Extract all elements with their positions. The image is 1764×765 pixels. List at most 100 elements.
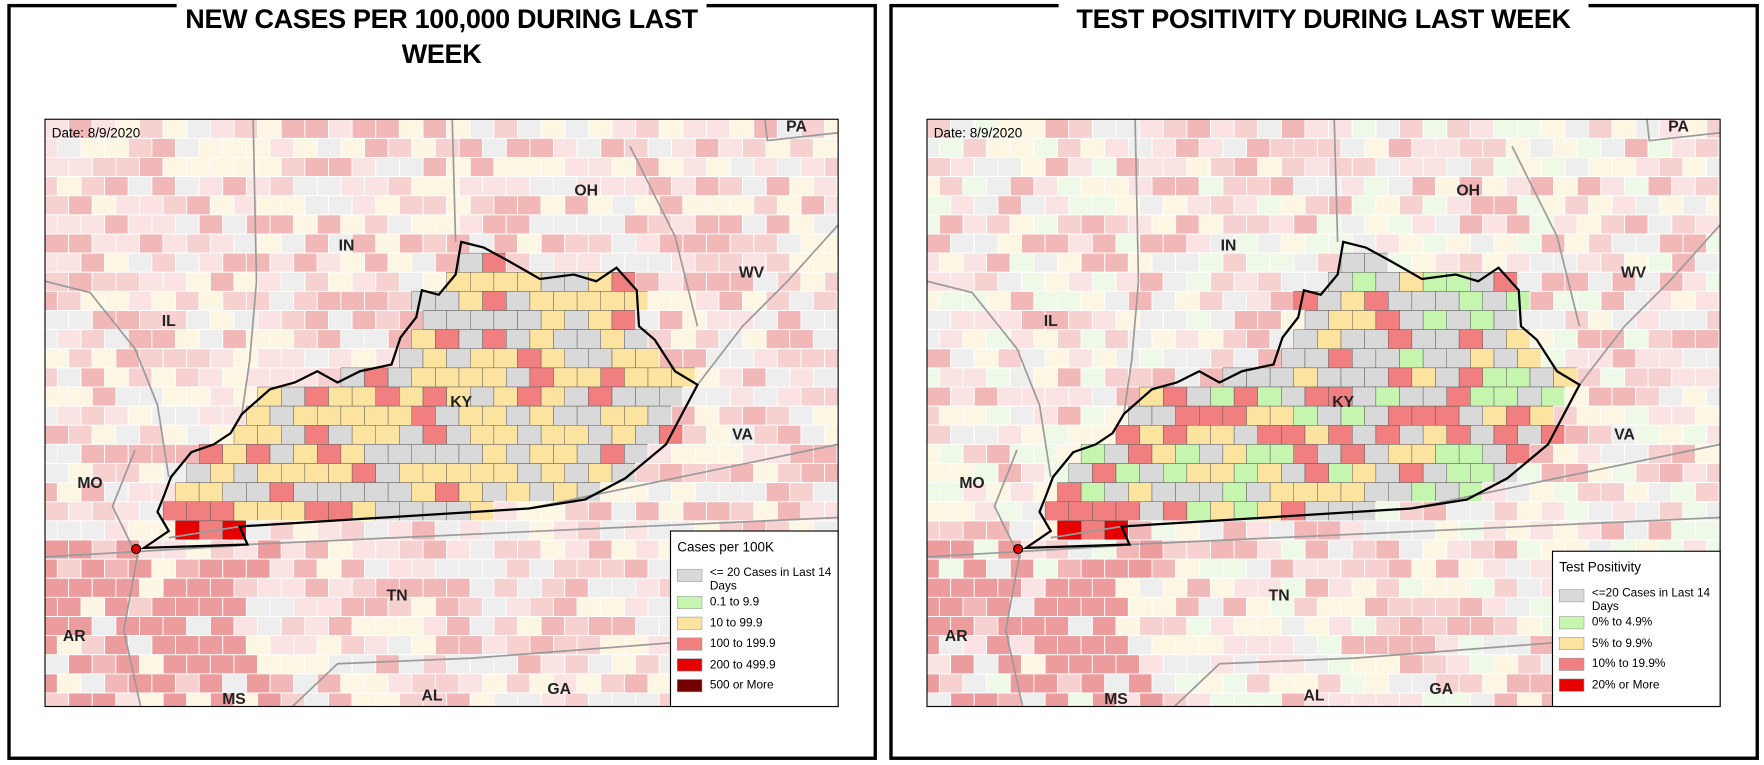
county — [1352, 425, 1377, 445]
county — [281, 425, 306, 445]
outer-county — [127, 673, 153, 694]
panel: NEW CASES PER 100,000 DURING LAST WEEKPA… — [7, 0, 877, 760]
outer-county — [1233, 157, 1259, 178]
outer-county — [1564, 119, 1589, 139]
outer-county — [1505, 558, 1531, 579]
outer-county — [658, 310, 684, 331]
outer-county — [682, 195, 707, 216]
outer-county — [1115, 233, 1141, 254]
outer-county — [1127, 214, 1153, 235]
county — [647, 367, 672, 388]
outer-county — [1624, 290, 1649, 311]
outer-county — [647, 290, 673, 311]
outer-county — [1293, 176, 1318, 197]
outer-county — [80, 137, 106, 158]
outer-county — [576, 252, 602, 273]
outer-county — [694, 290, 720, 311]
outer-county — [293, 329, 318, 350]
outer-county — [836, 329, 839, 350]
outer-county — [233, 233, 259, 254]
outer-county — [505, 137, 531, 158]
outer-county — [1068, 310, 1093, 331]
outer-county — [1647, 252, 1673, 273]
outer-county — [1115, 348, 1141, 369]
county — [482, 405, 507, 426]
outer-county — [104, 635, 129, 656]
county — [1458, 329, 1483, 349]
county — [1446, 348, 1471, 369]
outer-county — [1553, 176, 1578, 197]
county — [493, 310, 518, 330]
outer-county — [1576, 137, 1602, 158]
county — [1352, 463, 1377, 483]
outer-county — [800, 348, 826, 369]
county — [162, 501, 187, 522]
outer-county — [973, 424, 999, 445]
outer-county — [1304, 233, 1330, 254]
outer-county — [1151, 214, 1177, 235]
outer-county — [635, 577, 660, 598]
county — [1529, 405, 1554, 426]
outer-county — [1718, 673, 1721, 694]
outer-county — [635, 654, 660, 675]
county — [1104, 520, 1129, 541]
outer-county — [950, 157, 975, 178]
outer-county — [1694, 290, 1720, 311]
county — [1435, 367, 1460, 388]
legend-swatch — [676, 568, 703, 582]
outer-county — [1446, 616, 1471, 637]
outer-county — [1162, 616, 1188, 637]
outer-county — [139, 654, 164, 675]
county — [1422, 425, 1447, 445]
outer-county — [505, 214, 531, 235]
county — [1352, 348, 1377, 369]
outer-county — [776, 310, 802, 331]
outer-county — [1151, 596, 1177, 617]
outer-county — [387, 137, 413, 158]
outer-county — [56, 443, 82, 464]
outer-county — [1246, 214, 1271, 235]
outer-county — [836, 252, 839, 273]
county — [1317, 367, 1342, 388]
outer-county — [647, 214, 673, 235]
county — [588, 310, 613, 330]
outer-county — [576, 520, 602, 541]
outer-county — [973, 271, 999, 292]
outer-county — [245, 558, 271, 579]
state-border — [927, 280, 1052, 478]
state-label: MO — [959, 475, 984, 492]
outer-county — [635, 501, 660, 522]
outer-county — [1151, 252, 1177, 273]
outer-county — [1611, 233, 1637, 254]
outer-county — [1435, 137, 1460, 158]
outer-county — [162, 386, 188, 407]
county — [564, 425, 589, 445]
county — [246, 482, 271, 502]
county — [1470, 310, 1495, 330]
outer-county — [1162, 157, 1188, 178]
outer-county — [1658, 195, 1684, 216]
outer-county — [742, 290, 767, 311]
county — [340, 482, 365, 502]
outer-county — [104, 558, 129, 579]
outer-county — [1280, 539, 1306, 560]
outer-county — [1091, 157, 1117, 178]
outer-county — [80, 596, 106, 617]
county — [175, 482, 200, 502]
outer-county — [375, 157, 400, 178]
county — [399, 425, 424, 445]
outer-county — [209, 348, 235, 369]
outer-county — [316, 252, 342, 273]
outer-county — [623, 137, 649, 158]
outer-county — [1198, 214, 1224, 235]
outer-county — [812, 176, 838, 197]
state-label: IL — [1044, 313, 1058, 330]
outer-county — [1269, 290, 1295, 311]
outer-county — [304, 692, 329, 707]
county — [1529, 367, 1554, 388]
state-label: KY — [450, 394, 472, 411]
outer-county — [1458, 214, 1484, 235]
county — [186, 463, 211, 483]
outer-county — [91, 157, 117, 178]
